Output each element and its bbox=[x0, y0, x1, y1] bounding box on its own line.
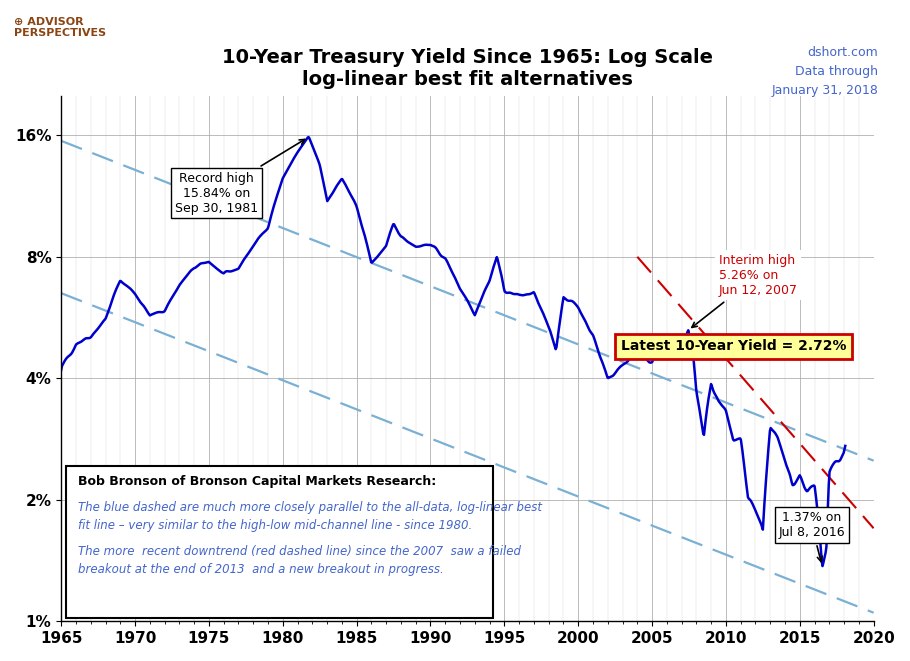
Text: The more  recent downtrend (red dashed line) since the 2007  saw a failed
breako: The more recent downtrend (red dashed li… bbox=[77, 545, 521, 576]
Text: Interim high
5.26% on
Jun 12, 2007: Interim high 5.26% on Jun 12, 2007 bbox=[692, 254, 797, 327]
Text: 1.37% on
Jul 8, 2016: 1.37% on Jul 8, 2016 bbox=[778, 511, 844, 562]
Text: The blue dashed are much more closely parallel to the all-data, log-linear best
: The blue dashed are much more closely pa… bbox=[77, 501, 541, 532]
Text: Bob Bronson of Bronson Capital Markets Research:: Bob Bronson of Bronson Capital Markets R… bbox=[77, 475, 436, 488]
Text: Latest 10-Year Yield = 2.72%: Latest 10-Year Yield = 2.72% bbox=[621, 339, 846, 354]
Text: Record high
15.84% on
Sep 30, 1981: Record high 15.84% on Sep 30, 1981 bbox=[175, 139, 305, 215]
Text: ⊕ ADVISOR
PERSPECTIVES: ⊕ ADVISOR PERSPECTIVES bbox=[14, 17, 106, 38]
Text: dshort.com
Data through
January 31, 2018: dshort.com Data through January 31, 2018 bbox=[772, 46, 878, 97]
Title: 10-Year Treasury Yield Since 1965: Log Scale
log-linear best fit alternatives: 10-Year Treasury Yield Since 1965: Log S… bbox=[222, 48, 713, 89]
